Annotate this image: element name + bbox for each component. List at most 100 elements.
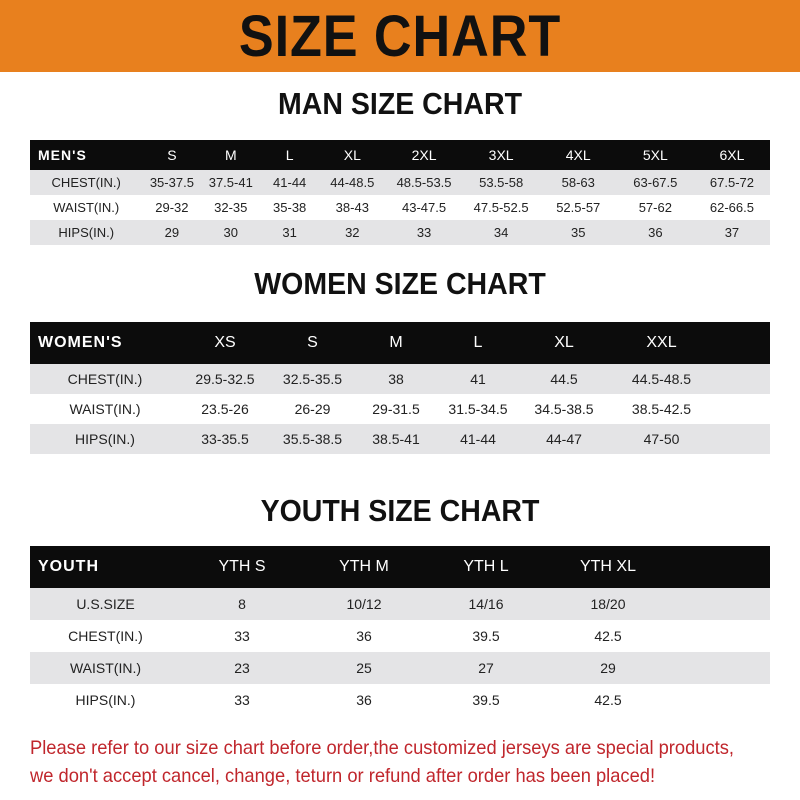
table-cell: 23.5-26 <box>180 394 270 424</box>
table-cell: XXL <box>609 322 714 364</box>
table-cell: 38 <box>355 364 437 394</box>
table-cell: 32 <box>319 220 386 245</box>
row-label: HIPS(IN.) <box>30 220 143 245</box>
row-label: WAIST(IN.) <box>30 394 180 424</box>
table-cell: 14/16 <box>425 588 547 620</box>
table-cell: M <box>355 322 437 364</box>
table-cell: 38-43 <box>319 195 386 220</box>
table-cell: YTH L <box>425 546 547 588</box>
table-cell: 53.5-58 <box>462 170 540 195</box>
row-label: HIPS(IN.) <box>30 424 180 454</box>
table-cell: 32-35 <box>201 195 261 220</box>
table-row: CHEST(IN.) 33 36 39.5 42.5 <box>30 620 770 652</box>
table-row: CHEST(IN.) 29.5-32.5 32.5-35.5 38 41 44.5 44.5… <box>30 364 770 394</box>
youth-size-table: YOUTH YTH S YTH M YTH L YTH XL U.S.SIZE 8 10/12… <box>30 546 770 716</box>
table-cell: YTH M <box>303 546 425 588</box>
table-row: HIPS(IN.) 33 36 39.5 42.5 <box>30 684 770 716</box>
empty-cell <box>714 394 770 424</box>
table-row: WAIST(IN.) 23.5-26 26-29 29-31.5 31.5-34.5 34… <box>30 394 770 424</box>
row-label: WAIST(IN.) <box>30 195 143 220</box>
table-cell: 31.5-34.5 <box>437 394 519 424</box>
table-cell: 36 <box>303 620 425 652</box>
table-cell: 57-62 <box>616 195 694 220</box>
table-cell: 35-37.5 <box>142 170 202 195</box>
table-row: U.S.SIZE 8 10/12 14/16 18/20 <box>30 588 770 620</box>
row-label: HIPS(IN.) <box>30 684 181 716</box>
note-line: we don't accept cancel, change, teturn o… <box>30 765 656 787</box>
header-row: WOMEN'S XS S M L XL XXL <box>30 322 770 364</box>
table-cell: 38.5-42.5 <box>609 394 714 424</box>
table-cell: 39.5 <box>425 684 547 716</box>
table-cell: 41 <box>437 364 519 394</box>
empty-cell <box>714 364 770 394</box>
table-cell: 35-38 <box>260 195 320 220</box>
banner: SIZE CHART <box>0 0 800 72</box>
table-cell: 44-48.5 <box>319 170 386 195</box>
table-row: HIPS(IN.) 33-35.5 35.5-38.5 38.5-41 41-44 44-… <box>30 424 770 454</box>
youth-title: YOUTH SIZE CHART <box>260 493 540 528</box>
table-row: WAIST(IN.) 23 25 27 29 <box>30 652 770 684</box>
table-cell: 41-44 <box>437 424 519 454</box>
table-cell: M <box>201 140 261 170</box>
row-label: U.S.SIZE <box>30 588 181 620</box>
table-cell: 42.5 <box>547 684 669 716</box>
table-cell: 58-63 <box>539 170 617 195</box>
table-cell: 38.5-41 <box>355 424 437 454</box>
table-cell: YTH XL <box>547 546 669 588</box>
empty-cell <box>669 684 770 716</box>
empty-cell <box>669 546 770 588</box>
row-label: CHEST(IN.) <box>30 364 180 394</box>
table-cell: 18/20 <box>547 588 669 620</box>
table-cell: XL <box>319 140 386 170</box>
table-cell: S <box>270 322 355 364</box>
table-cell: 42.5 <box>547 620 669 652</box>
row-label: WAIST(IN.) <box>30 652 181 684</box>
table-cell: XS <box>180 322 270 364</box>
table-cell: 33 <box>181 620 303 652</box>
table-row: CHEST(IN.) 35-37.5 37.5-41 41-44 44-48.5 48.5… <box>30 170 770 195</box>
empty-cell <box>714 322 770 364</box>
table-row: HIPS(IN.) 29 30 31 32 33 34 35 36 37 <box>30 220 770 245</box>
main-title: SIZE CHART <box>238 3 562 69</box>
table-cell: 63-67.5 <box>616 170 694 195</box>
table-cell: 26-29 <box>270 394 355 424</box>
table-cell: 8 <box>181 588 303 620</box>
table-cell: 33 <box>181 684 303 716</box>
table-cell: 36 <box>616 220 694 245</box>
table-cell: 48.5-53.5 <box>385 170 463 195</box>
table-cell: L <box>437 322 519 364</box>
table-row: WAIST(IN.) 29-32 32-35 35-38 38-43 43-47.5 47.… <box>30 195 770 220</box>
table-title-cell: MEN'S <box>30 140 143 170</box>
table-cell: 37.5-41 <box>201 170 261 195</box>
table-cell: 29 <box>547 652 669 684</box>
table-cell: XL <box>519 322 609 364</box>
men-title: MAN SIZE CHART <box>277 86 523 121</box>
empty-cell <box>669 588 770 620</box>
women-size-table: WOMEN'S XS S M L XL XXL CHEST(IN.) 29.5-32.5 32.5… <box>30 322 770 454</box>
order-note: Please refer to our size chart before or… <box>30 734 744 790</box>
table-cell: 10/12 <box>303 588 425 620</box>
table-cell: 23 <box>181 652 303 684</box>
table-cell: 36 <box>303 684 425 716</box>
header-row: YOUTH YTH S YTH M YTH L YTH XL <box>30 546 770 588</box>
women-title: WOMEN SIZE CHART <box>254 266 546 301</box>
table-cell: 35.5-38.5 <box>270 424 355 454</box>
table-cell: 3XL <box>462 140 540 170</box>
table-cell: 41-44 <box>260 170 320 195</box>
table-cell: 30 <box>201 220 261 245</box>
table-cell: 39.5 <box>425 620 547 652</box>
table-cell: 37 <box>693 220 770 245</box>
table-cell: 5XL <box>616 140 694 170</box>
table-cell: 43-47.5 <box>385 195 463 220</box>
table-cell: 29-32 <box>142 195 202 220</box>
table-cell: 52.5-57 <box>539 195 617 220</box>
table-cell: 44-47 <box>519 424 609 454</box>
table-title-cell: YOUTH <box>30 546 181 588</box>
table-cell: 47-50 <box>609 424 714 454</box>
row-label: CHEST(IN.) <box>30 170 143 195</box>
empty-cell <box>714 424 770 454</box>
table-cell: 44.5 <box>519 364 609 394</box>
table-cell: 33 <box>385 220 463 245</box>
note-line: Please refer to our size chart before or… <box>30 737 735 759</box>
table-cell: 67.5-72 <box>693 170 770 195</box>
